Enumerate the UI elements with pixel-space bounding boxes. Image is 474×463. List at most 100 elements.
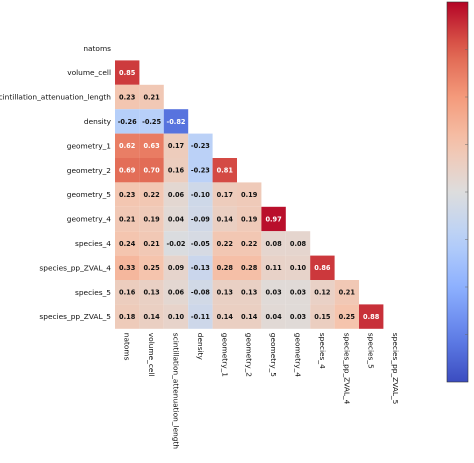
heatmap-cell bbox=[237, 182, 262, 207]
heatmap-cell bbox=[334, 304, 359, 329]
cell-value-label: 0.13 bbox=[217, 289, 234, 297]
cell-value-label: -0.02 bbox=[166, 240, 185, 248]
heatmap-cell bbox=[212, 304, 237, 329]
row-tick-label: natoms bbox=[83, 44, 111, 53]
row-tick-label: density bbox=[84, 117, 112, 126]
cell-value-label: -0.23 bbox=[191, 167, 210, 175]
heatmap-cell bbox=[188, 206, 213, 232]
cell-value-label: 0.19 bbox=[143, 215, 160, 223]
heatmap-cell bbox=[139, 304, 164, 329]
heatmap-cell bbox=[139, 280, 164, 305]
cell-value-label: 0.23 bbox=[119, 93, 136, 101]
heatmap-cell bbox=[212, 280, 237, 305]
cell-value-label: -0.05 bbox=[191, 240, 210, 248]
colorbar bbox=[446, 1, 469, 383]
cell-value-label: -0.25 bbox=[142, 118, 161, 126]
column-tick-label: geometry_5 bbox=[269, 333, 278, 378]
column-tick-label: geometry_1 bbox=[220, 333, 229, 378]
heatmap-cell bbox=[115, 255, 140, 280]
cell-value-label: 0.33 bbox=[119, 264, 136, 272]
heatmap-cell bbox=[310, 255, 335, 280]
colorbar-gradient bbox=[446, 1, 469, 383]
cell-value-label: 0.08 bbox=[265, 240, 282, 248]
column-tick-label: scintillation_attenuation_length bbox=[172, 333, 181, 450]
cell-value-label: 0.09 bbox=[168, 264, 185, 272]
cell-value-label: 0.13 bbox=[241, 289, 258, 297]
heatmap-cell bbox=[334, 280, 359, 305]
heatmap-cell bbox=[188, 182, 213, 207]
heatmap-cell bbox=[188, 158, 213, 183]
cell-value-label: 0.03 bbox=[290, 313, 307, 321]
heatmap-cell bbox=[212, 158, 237, 183]
row-tick-label: geometry_5 bbox=[67, 190, 112, 199]
cell-value-label: 0.25 bbox=[143, 264, 160, 272]
heatmap-cell bbox=[188, 231, 213, 256]
heatmap-cell bbox=[115, 231, 140, 256]
heatmap-cell bbox=[115, 206, 140, 232]
column-tick-label: natoms bbox=[123, 333, 132, 361]
cell-value-label: 0.69 bbox=[119, 167, 136, 175]
heatmap-cell bbox=[261, 255, 286, 280]
heatmap-cell bbox=[261, 280, 286, 305]
cell-value-label: 0.14 bbox=[241, 313, 258, 321]
heatmap-cell bbox=[163, 158, 189, 183]
cell-value-label: 0.81 bbox=[217, 167, 234, 175]
cell-value-label: 0.15 bbox=[314, 313, 331, 321]
column-tick-label: geometry_4 bbox=[294, 333, 303, 378]
column-tick-label: density bbox=[196, 333, 205, 361]
cell-value-label: 0.21 bbox=[143, 93, 160, 101]
heatmap-cell bbox=[163, 109, 189, 134]
heatmap-cell bbox=[237, 255, 262, 280]
cell-value-label: 0.19 bbox=[241, 215, 258, 223]
row-tick-label: volume_cell bbox=[67, 68, 111, 77]
cell-value-label: 0.21 bbox=[119, 215, 136, 223]
heatmap-cell bbox=[261, 206, 286, 232]
heatmap-cell bbox=[163, 182, 189, 207]
cell-value-label: 0.22 bbox=[217, 240, 234, 248]
heatmap-cell bbox=[261, 304, 286, 329]
cell-value-label: 0.17 bbox=[168, 142, 185, 150]
heatmap-cell bbox=[237, 231, 262, 256]
heatmap-cell bbox=[139, 84, 164, 110]
row-tick-label: geometry_4 bbox=[67, 215, 112, 224]
cell-value-label: 0.14 bbox=[217, 313, 234, 321]
cell-value-label: 0.25 bbox=[339, 313, 356, 321]
heatmap-cell bbox=[310, 304, 335, 329]
heatmap-cell bbox=[139, 231, 164, 256]
cell-value-label: 0.03 bbox=[290, 289, 307, 297]
cell-value-label: 0.06 bbox=[168, 191, 185, 199]
heatmap-cell bbox=[115, 182, 140, 207]
cell-value-label: 0.97 bbox=[265, 215, 282, 223]
heatmap-cell bbox=[115, 304, 140, 329]
heatmap-cell bbox=[237, 206, 262, 232]
row-tick-label: geometry_2 bbox=[67, 166, 111, 175]
cell-value-label: 0.85 bbox=[119, 69, 136, 77]
heatmap-cell bbox=[261, 231, 286, 256]
cell-value-label: 0.16 bbox=[119, 289, 136, 297]
row-tick-label: species_pp_ZVAL_5 bbox=[39, 312, 111, 321]
column-tick-label: geometry_2 bbox=[245, 333, 254, 377]
heatmap-cell bbox=[163, 255, 189, 280]
row-tick-label: scintillation_attenuation_length bbox=[0, 93, 111, 102]
cell-value-label: 0.10 bbox=[168, 313, 185, 321]
column-labels: natoms volume_cell scintillation_attenuati… bbox=[123, 333, 400, 450]
row-tick-label: species_4 bbox=[75, 239, 111, 248]
cell-value-label: 0.04 bbox=[265, 313, 282, 321]
cell-value-label: 0.13 bbox=[143, 289, 160, 297]
cell-value-label: -0.13 bbox=[191, 264, 210, 272]
cell-value-label: -0.11 bbox=[191, 313, 210, 321]
cell-value-label: 0.10 bbox=[290, 264, 307, 272]
cell-value-label: 0.14 bbox=[217, 215, 234, 223]
heatmap-cell bbox=[310, 280, 335, 305]
heatmap-cell bbox=[285, 255, 311, 280]
cell-value-label: 0.23 bbox=[119, 191, 136, 199]
cell-value-label: 0.70 bbox=[143, 167, 160, 175]
heatmap-cell bbox=[285, 304, 311, 329]
column-tick-label: species_5 bbox=[367, 333, 376, 369]
column-tick-label: species_pp_ZVAL_5 bbox=[391, 333, 400, 405]
heatmap-cell bbox=[115, 133, 140, 158]
heatmap-cell bbox=[188, 304, 213, 329]
cell-value-label: 0.11 bbox=[265, 264, 282, 272]
heatmap-cell bbox=[163, 206, 189, 232]
heatmap-cell bbox=[359, 304, 384, 329]
